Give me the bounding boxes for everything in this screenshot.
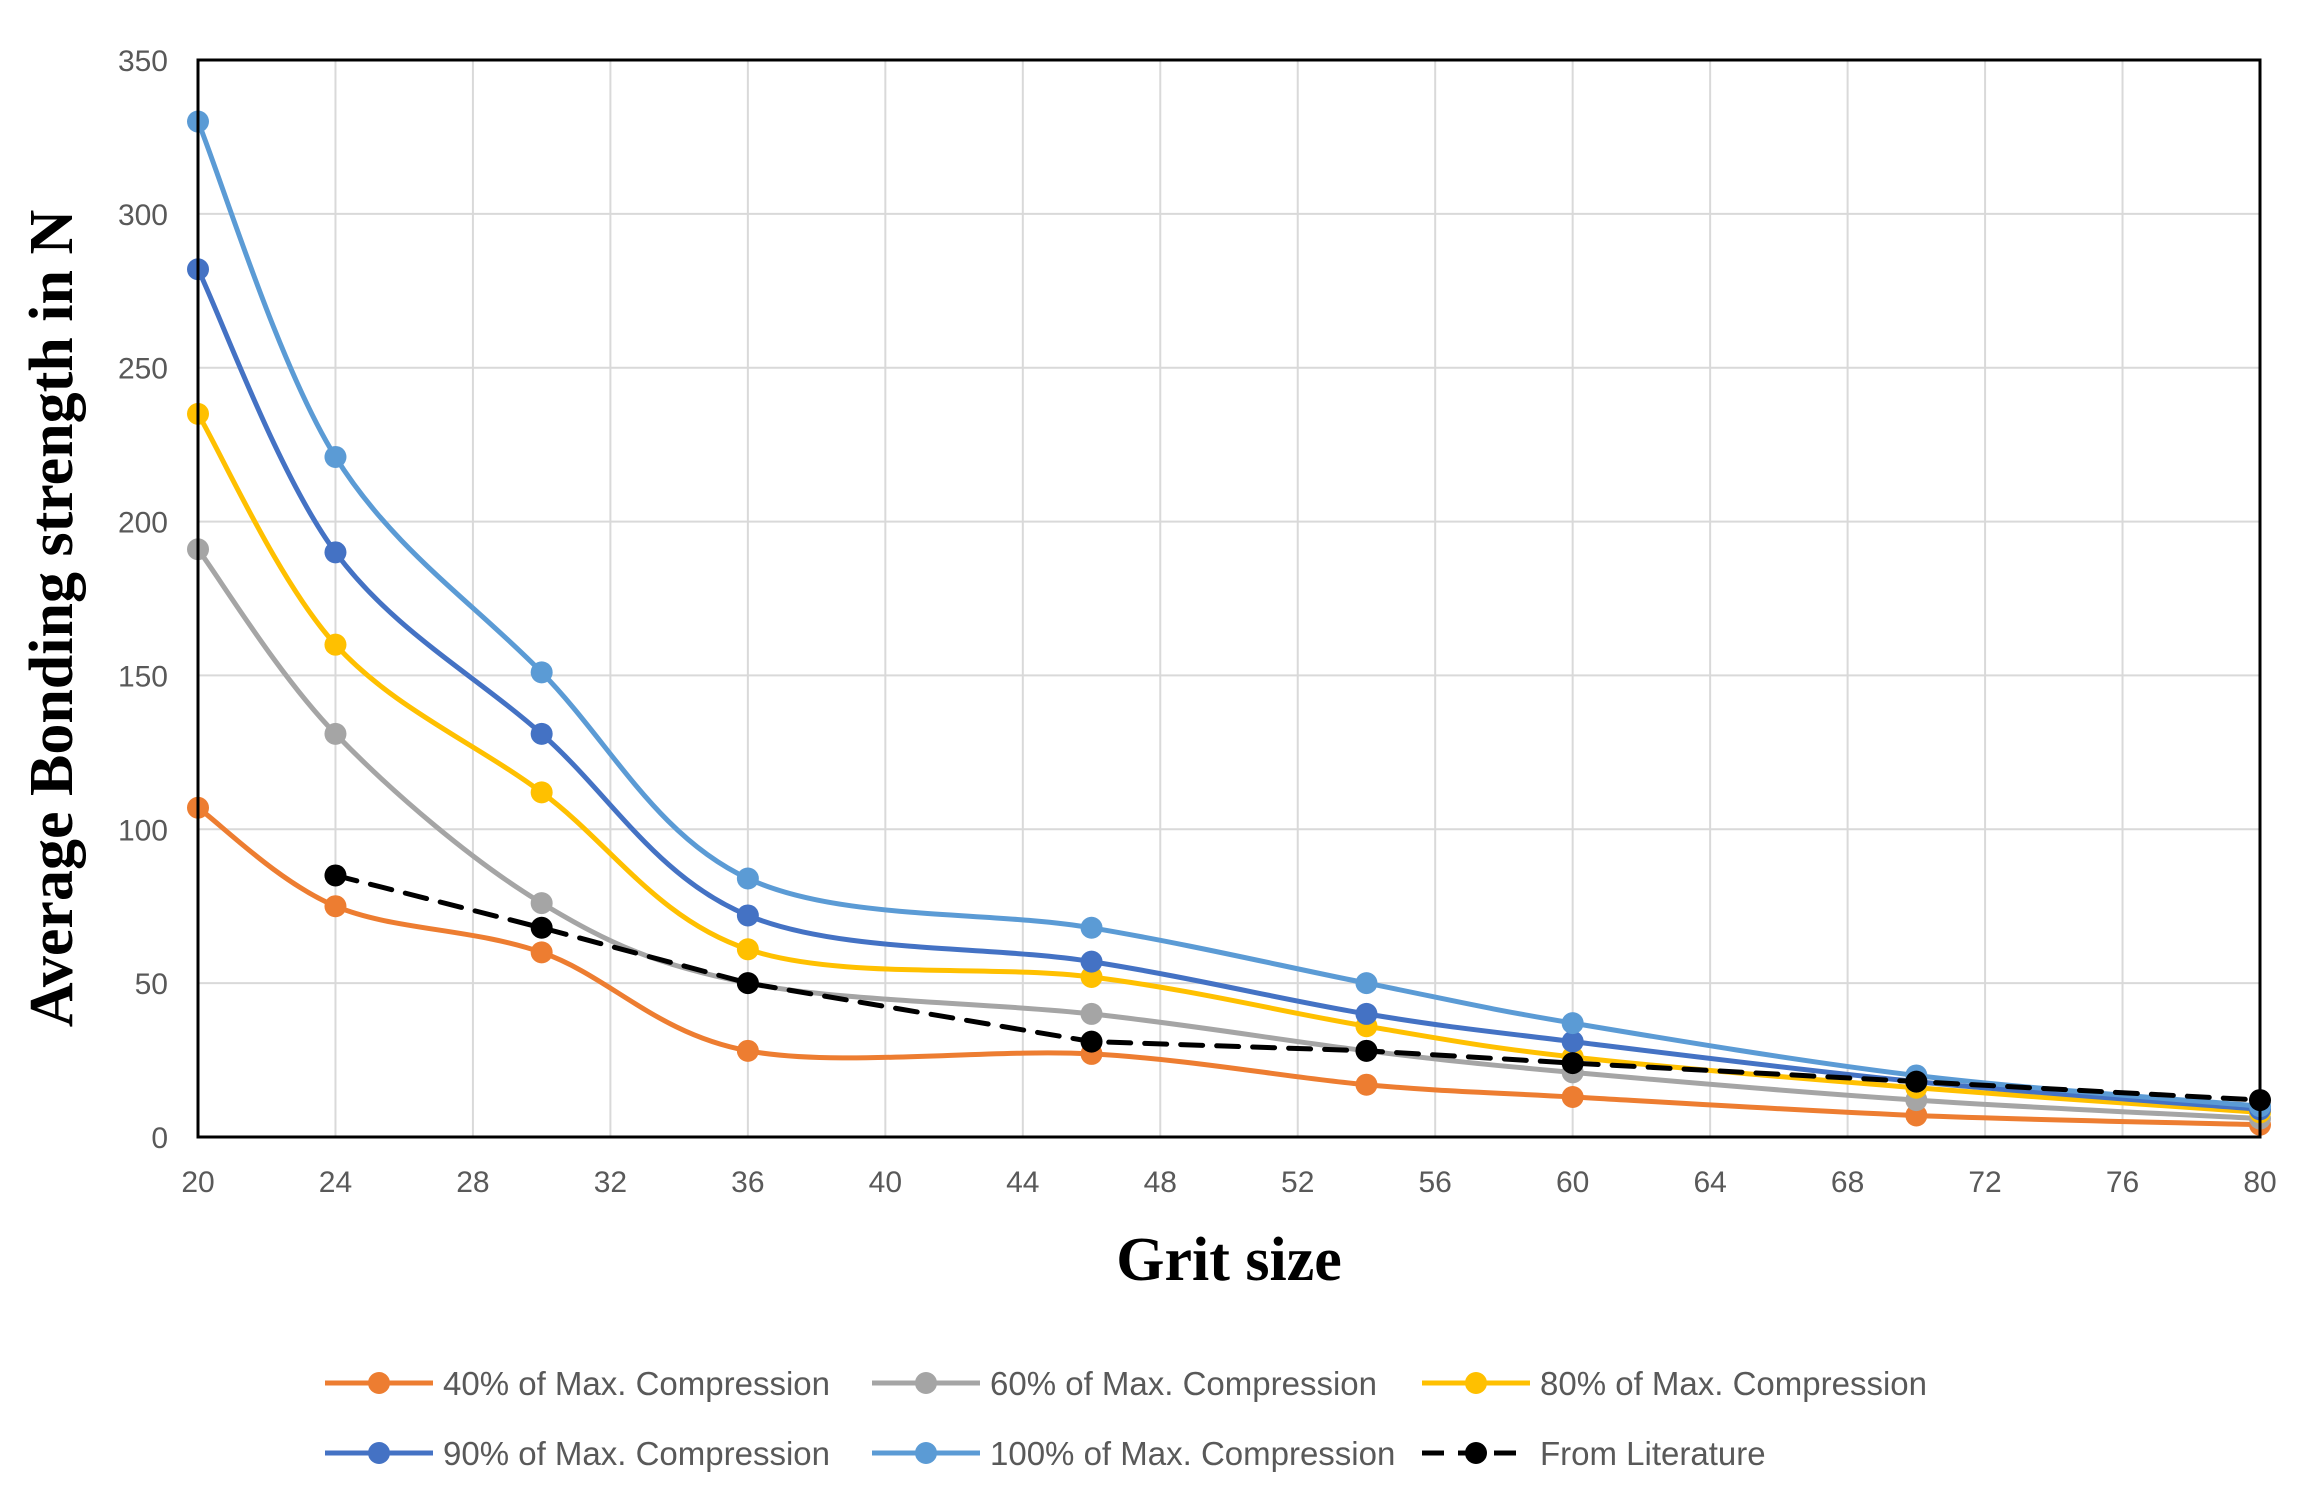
- data-point: [1355, 1073, 1378, 1096]
- data-point: [1905, 1104, 1928, 1127]
- legend-swatch-marker: [1465, 1372, 1487, 1394]
- legend-item: 90% of Max. Compression: [325, 1435, 830, 1472]
- x-tick-label: 48: [1144, 1166, 1177, 1199]
- series-line: [195, 119, 2263, 1109]
- legend-item: 100% of Max. Compression: [872, 1435, 1395, 1472]
- data-point: [324, 445, 347, 468]
- data-point: [1561, 1085, 1584, 1108]
- legend-label: 80% of Max. Compression: [1540, 1365, 1927, 1402]
- x-tick-label: 24: [319, 1166, 352, 1199]
- legend-swatch-marker: [1465, 1442, 1487, 1464]
- data-point: [530, 941, 553, 964]
- data-point: [1080, 965, 1103, 988]
- legend-label: 90% of Max. Compression: [443, 1435, 830, 1472]
- data-point: [530, 722, 553, 745]
- data-point: [1080, 916, 1103, 939]
- x-tick-label: 76: [2106, 1166, 2139, 1199]
- tick-labels: 20 24 28 32 36 40 44 48 52 56 60 64 68 72 76 80 0 50 100 15…: [118, 45, 2277, 1199]
- data-point: [324, 541, 347, 564]
- data-point: [530, 892, 553, 915]
- data-point: [530, 661, 553, 684]
- legend-label: 40% of Max. Compression: [443, 1365, 830, 1402]
- legend: 40% of Max. Compression 60% of Max. Compr…: [325, 1365, 1927, 1472]
- x-tick-label: 40: [869, 1166, 902, 1199]
- data-point: [324, 722, 347, 745]
- data-point: [1561, 1012, 1584, 1035]
- y-axis-title: Average Bonding strength in N: [18, 210, 86, 1028]
- legend-swatch-marker: [368, 1442, 390, 1464]
- legend-item: 80% of Max. Compression: [1422, 1365, 1927, 1402]
- legend-item: From Literature: [1422, 1435, 1766, 1472]
- data-point: [1080, 1002, 1103, 1025]
- x-tick-label: 68: [1831, 1166, 1864, 1199]
- legend-label: 100% of Max. Compression: [990, 1435, 1395, 1472]
- data-point: [1355, 1002, 1378, 1025]
- legend-swatch-marker: [915, 1442, 937, 1464]
- data-point: [1080, 950, 1103, 973]
- legend-item: 40% of Max. Compression: [325, 1365, 830, 1402]
- y-tick-label: 300: [118, 199, 168, 232]
- data-point: [736, 1039, 759, 1062]
- x-tick-label: 80: [2243, 1166, 2276, 1199]
- data-point: [324, 864, 347, 887]
- data-point: [530, 781, 553, 804]
- x-axis-title: Grit size: [1116, 1226, 1342, 1294]
- y-tick-label: 200: [118, 507, 168, 540]
- data-point: [1355, 1039, 1378, 1062]
- series-0: [187, 796, 2271, 1136]
- data-point: [530, 916, 553, 939]
- data-point: [736, 867, 759, 890]
- legend-item: 60% of Max. Compression: [872, 1365, 1377, 1402]
- data-point: [324, 633, 347, 656]
- y-tick-label: 0: [151, 1122, 168, 1155]
- gridlines: [197, 59, 2261, 1138]
- legend-swatch-marker: [368, 1372, 390, 1394]
- data-point: [1355, 972, 1378, 995]
- data-point: [1905, 1070, 1928, 1093]
- x-tick-label: 20: [181, 1166, 214, 1199]
- x-tick-label: 56: [1419, 1166, 1452, 1199]
- x-tick-label: 72: [1968, 1166, 2001, 1199]
- y-tick-label: 150: [118, 660, 168, 693]
- data-point: [1561, 1030, 1584, 1053]
- x-tick-label: 64: [1693, 1166, 1726, 1199]
- y-tick-label: 350: [118, 45, 168, 78]
- data-point: [736, 904, 759, 927]
- series-4: [187, 110, 2271, 1118]
- data-point: [1561, 1052, 1584, 1075]
- series-line: [195, 805, 2263, 1128]
- data-point: [736, 972, 759, 995]
- series-line: [333, 872, 2263, 1103]
- data-point: [736, 938, 759, 961]
- x-tick-label: 60: [1556, 1166, 1589, 1199]
- x-tick-label: 52: [1281, 1166, 1314, 1199]
- x-tick-label: 44: [1006, 1166, 1039, 1199]
- y-tick-label: 50: [135, 968, 168, 1001]
- legend-label: From Literature: [1540, 1435, 1766, 1472]
- x-tick-label: 36: [731, 1166, 764, 1199]
- y-tick-label: 100: [118, 814, 168, 847]
- data-point: [1080, 1030, 1103, 1053]
- data-point: [324, 895, 347, 918]
- plot-frame: [196, 58, 2262, 1139]
- y-tick-label: 250: [118, 353, 168, 386]
- legend-label: 60% of Max. Compression: [990, 1365, 1377, 1402]
- x-tick-label: 32: [594, 1166, 627, 1199]
- x-tick-label: 28: [456, 1166, 489, 1199]
- legend-swatch-marker: [915, 1372, 937, 1394]
